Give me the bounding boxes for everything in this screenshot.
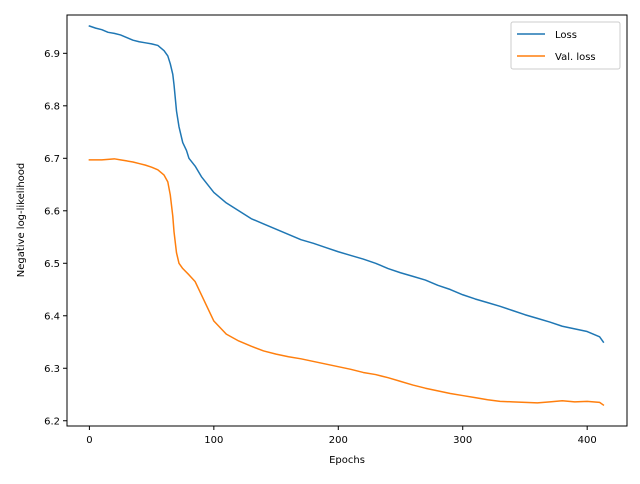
legend-label-val-loss: Val. loss	[555, 52, 596, 63]
y-tick-label: 6.3	[44, 364, 60, 375]
x-tick-label: 0	[86, 435, 92, 446]
y-tick-label: 6.8	[44, 101, 60, 112]
y-tick-label: 6.5	[44, 259, 60, 270]
x-axis-label: Epochs	[329, 455, 365, 466]
y-tick-label: 6.7	[44, 154, 60, 165]
y-axis-ticks: 6.2 6.3 6.4 6.5 6.6 6.7 6.8 6.9	[44, 49, 67, 427]
y-tick-label: 6.2	[44, 416, 60, 427]
series-line-val-loss	[88, 158, 605, 407]
x-tick-label: 200	[329, 435, 348, 446]
legend-label-loss: Loss	[555, 30, 577, 41]
y-tick-label: 6.9	[44, 49, 60, 60]
series-line-loss	[88, 25, 605, 344]
y-tick-label: 6.6	[44, 206, 60, 217]
x-tick-label: 400	[578, 435, 597, 446]
x-axis-ticks: 0 100 200 300 400	[86, 426, 597, 446]
y-axis-label: Negative log-likelihood	[16, 163, 27, 278]
y-tick-label: 6.4	[44, 311, 60, 322]
x-tick-label: 300	[453, 435, 472, 446]
legend: Loss Val. loss	[510, 21, 621, 70]
series-layer	[88, 25, 605, 407]
x-tick-label: 100	[204, 435, 223, 446]
plot-frame	[66, 14, 628, 427]
